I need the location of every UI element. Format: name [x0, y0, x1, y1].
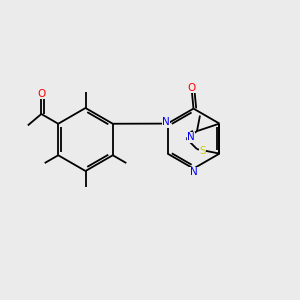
Text: N: N: [190, 167, 197, 177]
Text: N: N: [162, 117, 170, 127]
Text: S: S: [199, 146, 206, 157]
Text: N: N: [187, 132, 195, 142]
Text: O: O: [188, 83, 196, 93]
Text: O: O: [37, 88, 46, 99]
